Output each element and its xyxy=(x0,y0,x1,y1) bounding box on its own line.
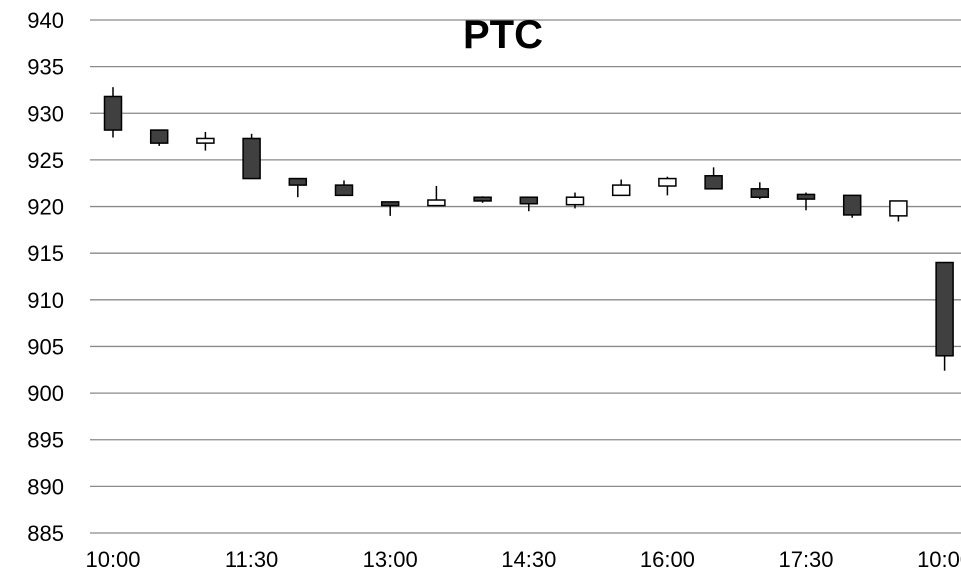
candle xyxy=(149,129,169,146)
candle-body-down xyxy=(380,201,400,207)
candle-body-up xyxy=(196,137,215,144)
candle-body-up xyxy=(565,196,585,206)
candle xyxy=(658,176,677,196)
y-tick-label: 920 xyxy=(27,195,64,220)
y-tick-label: 940 xyxy=(27,8,64,33)
y-tick-label: 930 xyxy=(27,101,64,126)
candle xyxy=(935,261,954,371)
x-tick-label: 11:30 xyxy=(225,547,278,572)
x-tick-label: 10:00 xyxy=(85,547,140,572)
y-tick-label: 925 xyxy=(27,148,64,173)
y-axis-tick-labels: 940 935 930 925 920 915 910 905 900 895 890 885 xyxy=(27,8,64,546)
candle xyxy=(796,192,816,211)
y-tick-label: 890 xyxy=(27,474,64,499)
candle xyxy=(288,177,308,198)
candle-body-down xyxy=(242,137,261,180)
candle-body-down xyxy=(796,193,816,200)
candle xyxy=(103,87,123,138)
y-tick-label: 885 xyxy=(27,521,64,546)
candle-body-down xyxy=(149,129,169,144)
x-tick-label: 17:30 xyxy=(778,547,833,572)
candle-body-down xyxy=(103,95,123,131)
gridlines xyxy=(90,19,961,534)
candle xyxy=(427,186,446,207)
candle-body-down xyxy=(473,196,492,202)
candle xyxy=(611,179,631,197)
x-tick-label: 14:30 xyxy=(501,547,556,572)
candle xyxy=(565,192,585,209)
candle xyxy=(380,201,400,216)
candle xyxy=(242,133,261,180)
y-tick-label: 900 xyxy=(27,381,64,406)
candles xyxy=(103,87,954,371)
candle-body-down xyxy=(334,184,354,197)
candle-body-down xyxy=(519,196,539,205)
y-tick-label: 915 xyxy=(27,241,64,266)
y-tick-label: 905 xyxy=(27,334,64,359)
candle xyxy=(473,196,492,203)
candle xyxy=(704,167,723,190)
candle xyxy=(519,196,539,212)
candle-body-up xyxy=(658,177,677,187)
x-tick-label: 13:00 xyxy=(363,547,418,572)
candle xyxy=(842,194,862,218)
candle-body-down xyxy=(842,194,862,216)
candle-body-down xyxy=(288,177,308,186)
candle xyxy=(889,200,908,222)
candle-body-down xyxy=(935,261,954,357)
candle xyxy=(196,131,215,151)
candle-body-up xyxy=(889,200,908,217)
y-tick-label: 935 xyxy=(27,55,64,80)
candle-body-up xyxy=(611,184,631,197)
chart-title: PTC xyxy=(463,13,543,57)
y-tick-label: 910 xyxy=(27,288,64,313)
candle xyxy=(750,182,770,200)
candle-body-down xyxy=(704,175,723,190)
y-tick-label: 895 xyxy=(27,428,64,453)
candle-body-up xyxy=(427,199,446,207)
x-axis-tick-labels: 10:00 11:30 13:00 14:30 16:00 17:30 10:00 xyxy=(85,547,961,572)
candle-body-down xyxy=(750,188,770,198)
candle xyxy=(334,180,354,197)
x-tick-label: 10:00 xyxy=(917,547,961,572)
x-tick-label: 16:00 xyxy=(640,547,695,572)
